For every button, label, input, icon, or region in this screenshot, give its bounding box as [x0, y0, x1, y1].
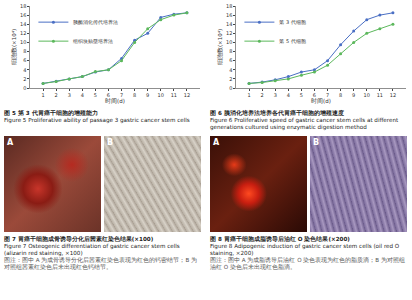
svg-text:0: 0 [229, 85, 232, 91]
svg-text:6: 6 [23, 57, 26, 63]
html-text:图注：图中 A 为成脂诱导后油红 O 染色表现为红色的脂质滴: 图注：图中 A 为成脂诱导后油红 O 染色表现为红色的脂质滴；B 为对照组油红 … [210, 257, 405, 270]
svg-text:时间(d): 时间(d) [105, 98, 125, 104]
svg-text:18: 18 [20, 3, 26, 9]
html-text:A: A [213, 138, 220, 147]
svg-text:10: 10 [20, 39, 26, 45]
html-text:A: A [7, 138, 14, 147]
html-text:图 7 胃癌干细胞成骨诱导分化后茜素红染色结果(×100): 图 7 胃癌干细胞成骨诱导分化后茜素红染色结果(×100) [4, 236, 154, 242]
svg-text:11: 11 [377, 92, 383, 98]
svg-text:4: 4 [229, 67, 232, 73]
svg-text:8: 8 [133, 92, 136, 98]
html-text:图注：图中 A 为成骨诱导分化后茜素红染色表现为红色的钙密结: 图注：图中 A 为成骨诱导分化后茜素红染色表现为红色的钙密结节；B 为对照组茜素… [4, 257, 197, 270]
svg-text:第 3 代细胞: 第 3 代细胞 [279, 19, 305, 25]
html-text:图 6 胰消化培养法培养各代胃癌干细胞的增殖速度: 图 6 胰消化培养法培养各代胃癌干细胞的增殖速度 [210, 110, 344, 116]
svg-text:第 5 代细胞: 第 5 代细胞 [279, 38, 305, 44]
svg-text:时间(d): 时间(d) [311, 98, 331, 104]
svg-text:9: 9 [352, 92, 355, 98]
html-text:B: B [107, 138, 114, 147]
svg-text:4: 4 [81, 92, 84, 98]
html-text:B: B [313, 138, 320, 147]
svg-text:3: 3 [68, 92, 71, 98]
svg-text:9: 9 [146, 92, 149, 98]
svg-text:12: 12 [20, 30, 26, 36]
html-text:Figure 5 Proliferative ability: Figure 5 Proliferative ability of passag… [4, 117, 190, 123]
html-text:图 5 第 3 代胃癌干细胞的增殖能力: 图 5 第 3 代胃癌干细胞的增殖能力 [4, 110, 98, 116]
svg-text:7: 7 [326, 92, 329, 98]
svg-text:细胞数(×10⁴): 细胞数(×10⁴) [217, 29, 223, 65]
svg-text:10: 10 [364, 92, 370, 98]
svg-text:12: 12 [226, 30, 232, 36]
svg-text:10: 10 [226, 39, 232, 45]
svg-text:8: 8 [339, 92, 342, 98]
svg-text:10: 10 [158, 92, 164, 98]
svg-text:细胞数(×10⁴): 细胞数(×10⁴) [11, 29, 17, 65]
svg-text:7: 7 [120, 92, 123, 98]
svg-text:4: 4 [23, 67, 26, 73]
svg-text:12: 12 [390, 92, 396, 98]
svg-text:14: 14 [20, 21, 26, 27]
svg-text:11: 11 [171, 92, 177, 98]
svg-text:2: 2 [55, 92, 58, 98]
svg-text:胰酶消化传代培养法: 胰酶消化传代培养法 [73, 19, 118, 25]
svg-text:5: 5 [300, 92, 303, 98]
svg-text:14: 14 [226, 21, 232, 27]
svg-text:8: 8 [23, 48, 26, 54]
svg-text:6: 6 [107, 92, 110, 98]
svg-text:2: 2 [261, 92, 264, 98]
svg-text:4: 4 [287, 92, 290, 98]
html-text:图 8 胃癌干细胞成脂诱导后油红 O 染色结果(×200): 图 8 胃癌干细胞成脂诱导后油红 O 染色结果(×200) [210, 236, 350, 242]
svg-text:6: 6 [313, 92, 316, 98]
svg-text:2: 2 [229, 76, 232, 82]
svg-text:6: 6 [229, 57, 232, 63]
svg-text:16: 16 [226, 12, 232, 18]
svg-text:8: 8 [229, 48, 232, 54]
svg-text:组织块贴壁培养法: 组织块贴壁培养法 [73, 38, 113, 44]
svg-text:3: 3 [274, 92, 277, 98]
html-text:Figure 8 Adipogenic induction: Figure 8 Adipogenic induction of gastric… [210, 243, 400, 256]
svg-text:1: 1 [41, 92, 44, 98]
svg-text:5: 5 [94, 92, 97, 98]
svg-text:12: 12 [184, 92, 190, 98]
svg-text:0: 0 [23, 85, 26, 91]
svg-text:1: 1 [247, 92, 250, 98]
svg-text:18: 18 [226, 3, 232, 9]
html-text:Figure 7 Osteogenic differenti: Figure 7 Osteogenic differentiation of g… [4, 243, 180, 256]
svg-text:16: 16 [20, 12, 26, 18]
html-text:Figure 6 Proliferative speed o: Figure 6 Proliferative speed of gastric … [210, 117, 399, 130]
svg-text:2: 2 [23, 76, 26, 82]
